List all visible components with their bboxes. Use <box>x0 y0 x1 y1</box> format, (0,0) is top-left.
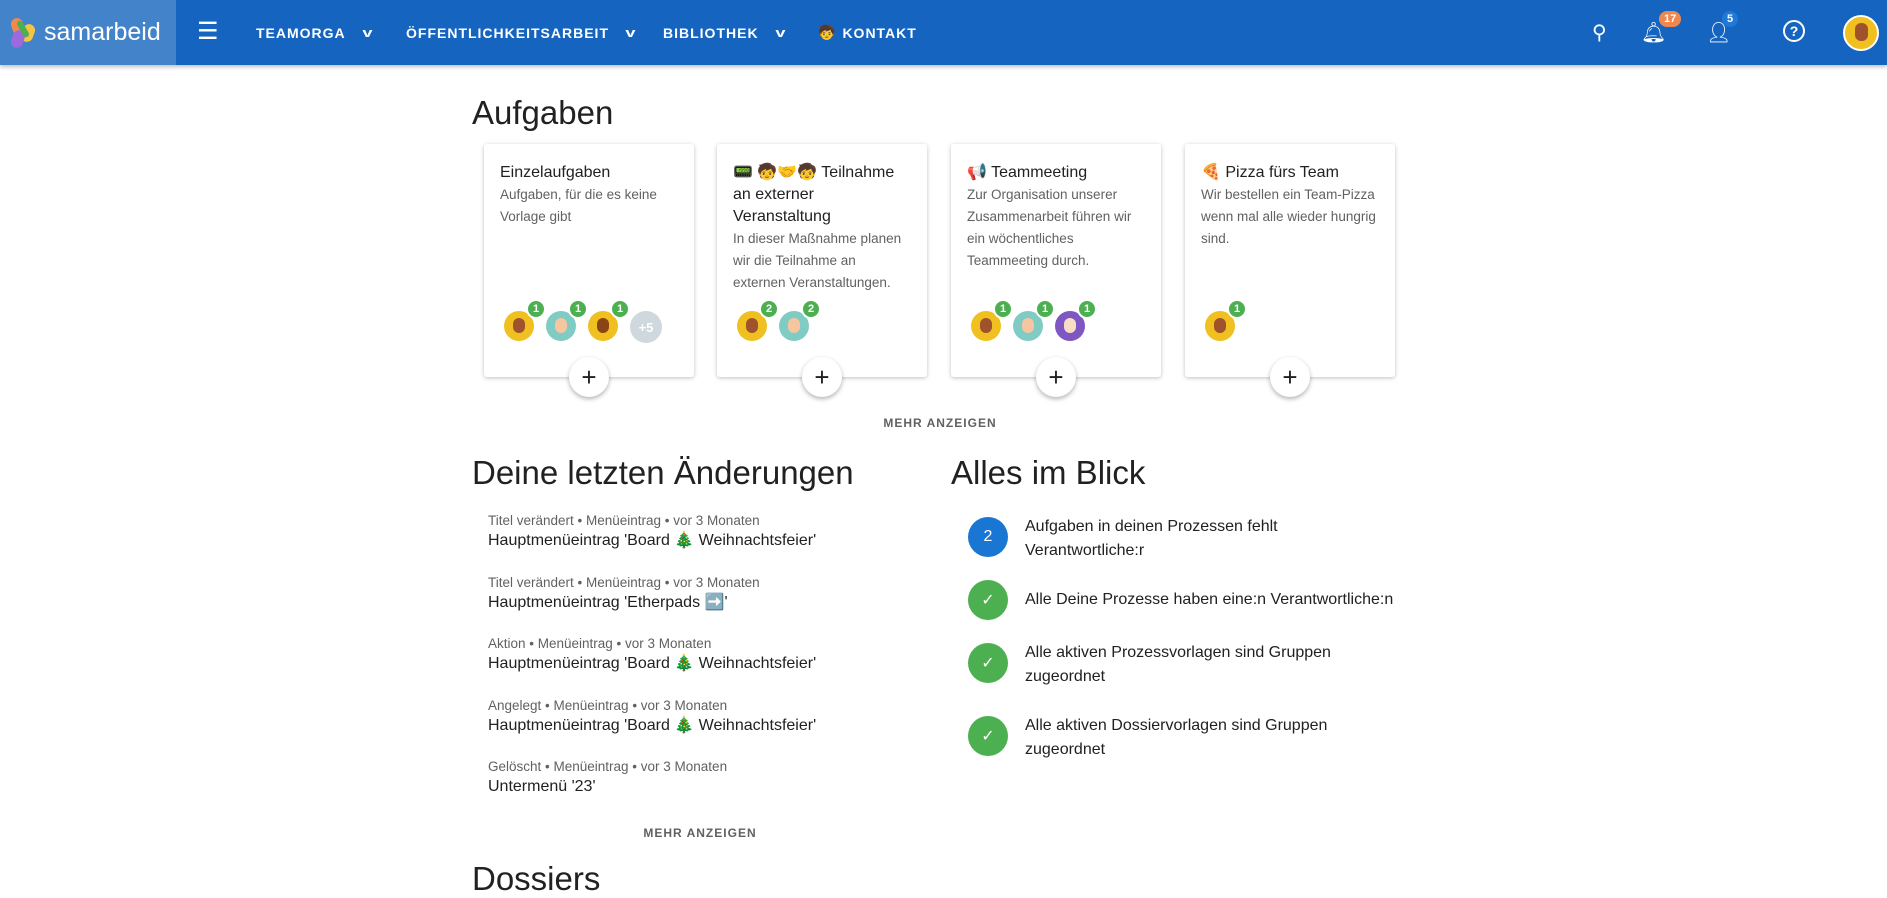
more-avatars[interactable]: +5 <box>630 311 662 343</box>
brand-logo[interactable]: samarbeid <box>0 0 176 65</box>
overview-item[interactable]: ✓ Alle Deine Prozesse haben eine:n Verant… <box>968 580 1395 620</box>
nav-label: BIBLIOTHEK <box>663 24 759 41</box>
overview-item[interactable]: 2 Aufgaben in deinen Prozessen fehlt Vera… <box>968 517 1395 563</box>
task-template-card[interactable]: 🍕 Pizza fürs Team Wir bestellen ein Team… <box>1185 144 1395 397</box>
card-title: 🍕 Pizza fürs Team <box>1201 164 1339 181</box>
card-avatars: 1 1 1 +5 <box>504 299 662 343</box>
avatar-count-badge: 1 <box>568 299 588 319</box>
chevron-down-icon: v <box>774 25 787 40</box>
avatar[interactable]: 1 <box>588 299 630 341</box>
user-avatar[interactable] <box>1843 15 1879 51</box>
avatar-count-badge: 1 <box>526 299 546 319</box>
child-emoji-icon: 🧒 <box>818 24 837 40</box>
change-item[interactable]: Titel verändert • Menüeintrag • vor 3 Mo… <box>488 512 816 552</box>
card-description: Zur Organisation unserer Zusammenarbeit … <box>967 187 1132 268</box>
task-template-card[interactable]: Einzelaufgaben Aufgaben, für die es kein… <box>484 144 694 397</box>
add-task-button[interactable]: + <box>569 357 609 397</box>
search-icon[interactable]: ⚲ <box>1592 22 1607 44</box>
nav-oeffentlichkeitsarbeit[interactable]: ÖFFENTLICHKEITSARBEIT v <box>406 0 635 65</box>
dossiers-heading: Dossiers <box>472 860 601 897</box>
add-task-button[interactable]: + <box>802 357 842 397</box>
card-title: Einzelaufgaben <box>500 164 611 181</box>
aufgaben-heading: Aufgaben <box>472 94 614 131</box>
add-task-button[interactable]: + <box>1270 357 1310 397</box>
avatar[interactable]: 1 <box>971 299 1013 341</box>
count-badge: 2 <box>968 517 1008 557</box>
change-title: Hauptmenüeintrag 'Board 🎄 Weihnachtsfeie… <box>488 716 817 734</box>
overview-text: Aufgaben in deinen Prozessen fehlt Veran… <box>1025 518 1278 559</box>
avatar-count-badge: 1 <box>1077 299 1097 319</box>
avatar[interactable]: 1 <box>1013 299 1055 341</box>
card-description: Aufgaben, für die es keine Vorlage gibt <box>500 187 657 224</box>
avatar[interactable]: 1 <box>546 299 588 341</box>
check-icon: ✓ <box>968 580 1008 620</box>
overview-item[interactable]: ✓ Alle aktiven Prozessvorlagen sind Grupp… <box>968 643 1395 689</box>
user-icon[interactable]: 👤︎ <box>1706 22 1732 44</box>
nav-label: ÖFFENTLICHKEITSARBEIT <box>406 24 609 41</box>
aufgaben-more-button[interactable]: MEHR ANZEIGEN <box>883 416 997 430</box>
avatar[interactable]: 1 <box>1055 299 1097 341</box>
chevron-down-icon: v <box>362 25 374 40</box>
card-description: In dieser Maßnahme planen wir die Teilna… <box>733 231 902 290</box>
check-icon: ✓ <box>968 716 1008 756</box>
bell-icon[interactable]: 🔔︎ <box>1641 22 1667 44</box>
overview-item[interactable]: ✓ Alle aktiven Dossiervorlagen sind Grupp… <box>968 716 1395 762</box>
brand-name: samarbeid <box>44 18 161 46</box>
avatar[interactable]: 2 <box>779 299 821 341</box>
change-meta: Titel verändert • Menüeintrag • vor 3 Mo… <box>488 574 760 590</box>
nav-label: TEAMORGA <box>256 24 346 41</box>
change-item[interactable]: Titel verändert • Menüeintrag • vor 3 Mo… <box>488 574 760 614</box>
top-app-bar: samarbeid ☰ TEAMORGA v ÖFFENTLICHKEITSARB… <box>0 0 1887 65</box>
change-title: Untermenü '23' <box>488 778 596 795</box>
card-avatars: 1 <box>1205 299 1247 341</box>
avatar[interactable]: 1 <box>1205 299 1247 341</box>
check-icon: ✓ <box>968 643 1008 683</box>
avatar-count-badge: 1 <box>1035 299 1055 319</box>
change-item[interactable]: Angelegt • Menüeintrag • vor 3 Monaten Ha… <box>488 697 816 737</box>
task-template-card[interactable]: 📟 🧒🤝🧒 Teilnahme an externer Veranstaltun… <box>717 144 927 397</box>
samarbeid-logo-icon <box>9 15 37 50</box>
avatar-count-badge: 2 <box>759 299 779 319</box>
changes-more-button[interactable]: MEHR ANZEIGEN <box>643 826 757 840</box>
task-template-card[interactable]: 📢 Teammeeting Zur Organisation unserer Z… <box>951 144 1161 397</box>
card-avatars: 1 1 1 <box>971 299 1097 341</box>
avatar-count-badge: 2 <box>801 299 821 319</box>
change-meta: Aktion • Menüeintrag • vor 3 Monaten <box>488 636 712 651</box>
chevron-down-icon: v <box>625 25 637 40</box>
change-meta: Gelöscht • Menüeintrag • vor 3 Monaten <box>488 759 728 774</box>
change-title: Hauptmenüeintrag 'Etherpads ➡️' <box>488 593 728 611</box>
change-item[interactable]: Aktion • Menüeintrag • vor 3 Monaten Haup… <box>488 635 816 675</box>
avatar[interactable]: 2 <box>737 299 779 341</box>
avatar-count-badge: 1 <box>610 299 630 319</box>
changes-heading: Deine letzten Änderungen <box>472 454 854 491</box>
nav-bibliothek[interactable]: BIBLIOTHEK v <box>663 0 785 65</box>
card-title: 📢 Teammeeting <box>967 164 1088 181</box>
overview-text: Alle aktiven Prozessvorlagen sind Gruppe… <box>1025 644 1331 685</box>
help-icon[interactable]: ? <box>1783 20 1805 42</box>
avatar-count-badge: 1 <box>993 299 1013 319</box>
change-title: Hauptmenüeintrag 'Board 🎄 Weihnachtsfeie… <box>488 655 817 672</box>
avatar[interactable]: 1 <box>504 299 546 341</box>
overview-text: Alle aktiven Dossiervorlagen sind Gruppe… <box>1025 717 1328 758</box>
card-title: 📟 🧒🤝🧒 Teilnahme an externer Veranstaltun… <box>733 164 895 225</box>
menu-icon[interactable]: ☰ <box>197 18 219 45</box>
change-meta: Titel verändert • Menüeintrag • vor 3 Mo… <box>488 513 760 528</box>
overview-text: Alle Deine Prozesse haben eine:n Verantw… <box>1025 591 1394 608</box>
add-task-button[interactable]: + <box>1036 357 1076 397</box>
blick-heading: Alles im Blick <box>951 454 1146 491</box>
users-badge: 5 <box>1722 11 1739 27</box>
notifications-badge: 17 <box>1659 11 1682 27</box>
nav-kontakt[interactable]: 🧒 KONTAKT <box>818 0 917 65</box>
change-title: Hauptmenüeintrag 'Board 🎄 Weihnachtsfeie… <box>488 532 817 549</box>
change-item[interactable]: Gelöscht • Menüeintrag • vor 3 Monaten Un… <box>488 758 727 798</box>
change-meta: Angelegt • Menüeintrag • vor 3 Monaten <box>488 697 728 713</box>
nav-label: KONTAKT <box>842 24 917 41</box>
card-description: Wir bestellen ein Team-Pizza wenn mal al… <box>1201 187 1376 246</box>
avatar-count-badge: 1 <box>1227 299 1247 319</box>
nav-teamorga[interactable]: TEAMORGA v <box>256 0 372 65</box>
